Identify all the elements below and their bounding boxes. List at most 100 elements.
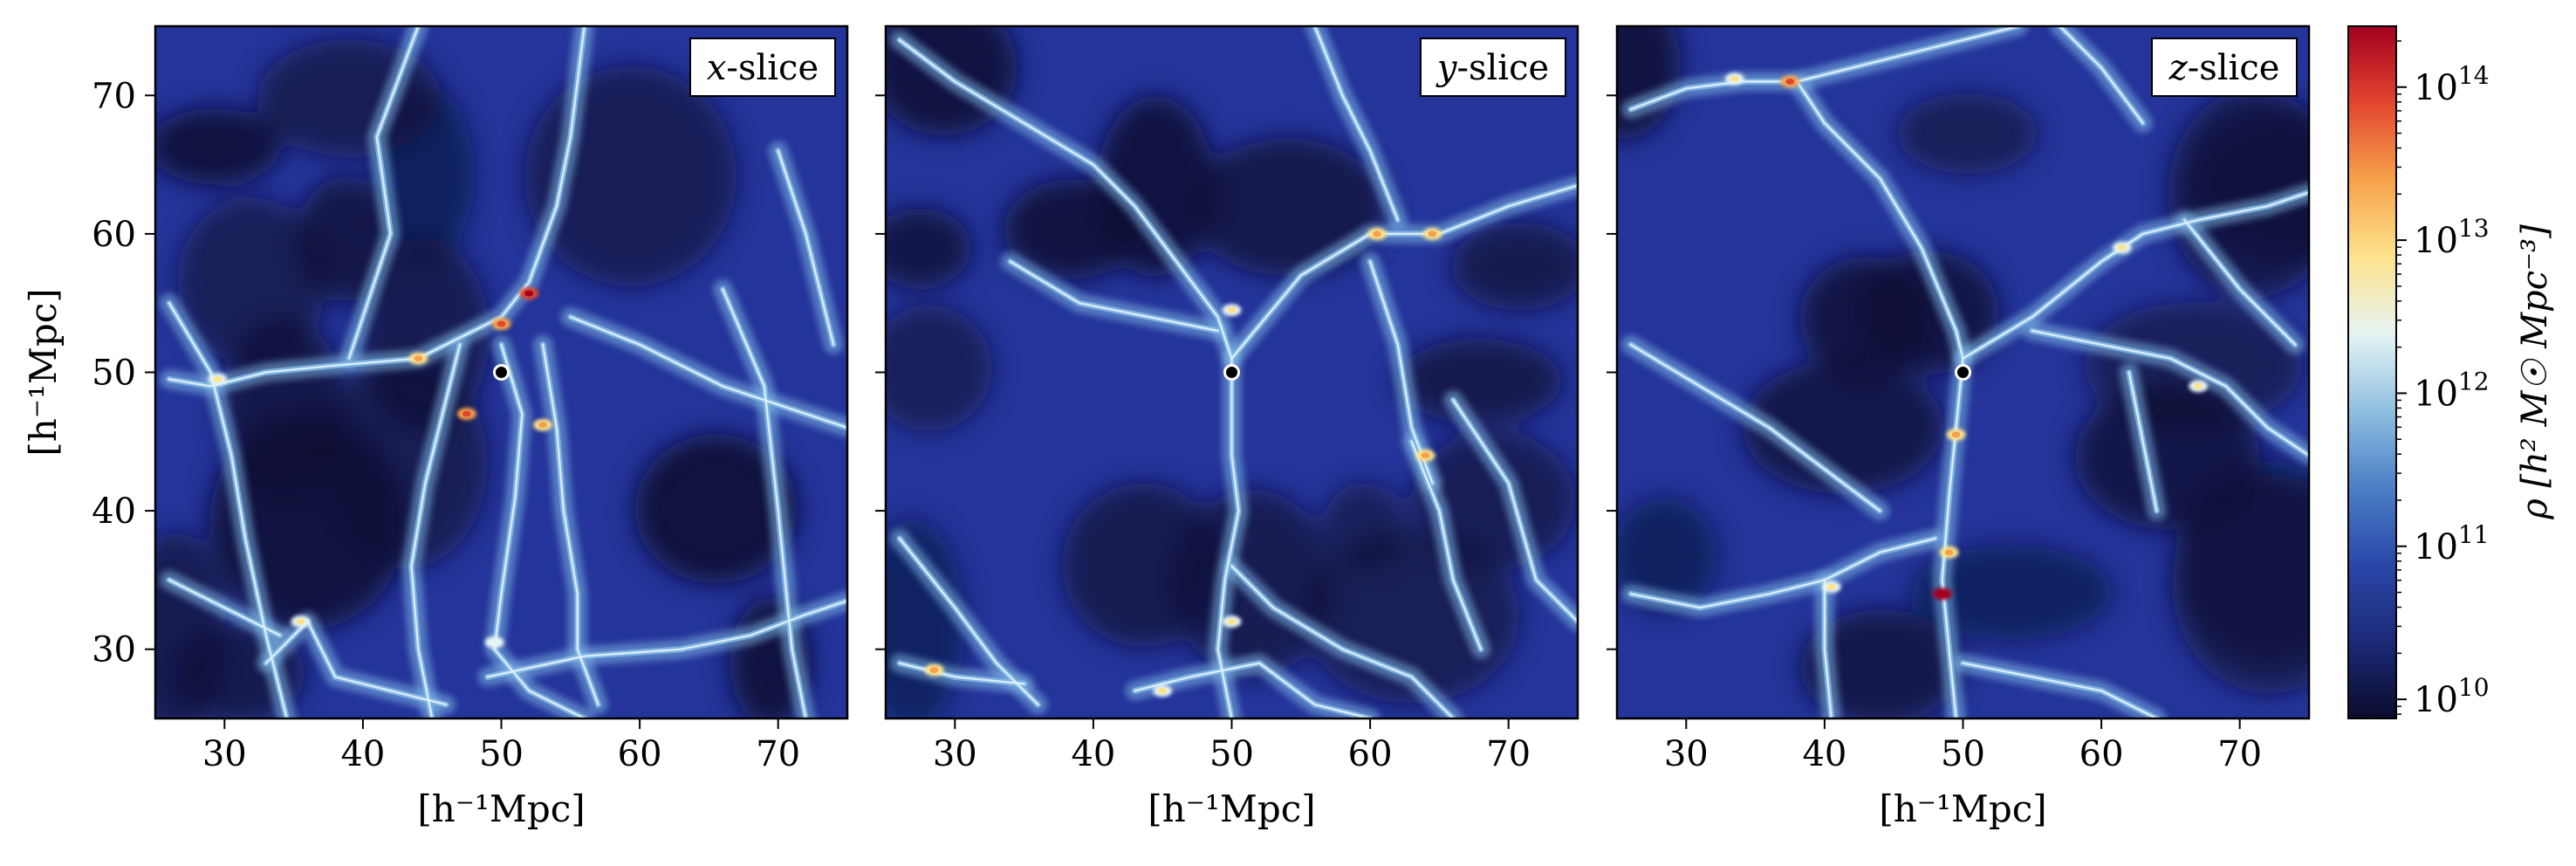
filament-core <box>569 315 847 430</box>
void-blob <box>1800 609 1962 718</box>
halo-core <box>1730 75 1739 82</box>
filament-core <box>1962 191 2309 360</box>
colorbar-tick-base: 10 <box>2414 680 2458 720</box>
halo-core <box>1421 452 1430 459</box>
void-blob <box>1743 361 1944 494</box>
panel-label-box <box>689 38 836 97</box>
filament-core <box>1629 343 1881 512</box>
void-blob <box>1911 545 2113 640</box>
filament-core <box>541 343 599 706</box>
filament-core <box>2031 329 2309 457</box>
void-blob <box>155 532 226 718</box>
center-marker <box>1223 364 1240 381</box>
center-marker <box>493 364 510 381</box>
halos <box>208 287 553 649</box>
filament-core <box>1009 260 1219 333</box>
panel-label: y-slice <box>1435 48 1549 88</box>
filament-core <box>1962 662 2158 718</box>
void-blob <box>1096 95 1215 277</box>
filament-core <box>1134 662 1372 718</box>
panel-label: x-slice <box>707 48 819 88</box>
filaments <box>896 26 1578 718</box>
y-tick-label: 30 <box>92 630 136 670</box>
x-tick-label: 30 <box>933 734 977 774</box>
void-blob <box>155 108 282 185</box>
x-tick-label: 40 <box>1802 734 1846 774</box>
colorbar-frame <box>2347 25 2397 719</box>
halo-core <box>1227 306 1237 313</box>
x-tick-label: 60 <box>618 734 662 774</box>
x-axis-label: [h⁻¹Mpc] <box>1148 787 1315 830</box>
colorbar-tick-base: 10 <box>2414 221 2458 261</box>
filaments <box>1627 26 2309 718</box>
colorbar-tick-exp: 11 <box>2458 520 2490 549</box>
colorbar-gradient <box>2348 26 2396 718</box>
panel-label-rest: -slice <box>1456 48 1549 88</box>
filament-core <box>722 288 807 718</box>
halo-core <box>538 422 548 429</box>
x-tick-label: 70 <box>2217 734 2262 774</box>
halo-core <box>1944 549 1954 556</box>
void-blob <box>1799 256 1931 381</box>
colorbar-tick-label: 1012 <box>2414 367 2490 414</box>
filament-core <box>1941 357 1964 718</box>
filament-core <box>898 662 1025 685</box>
filament-core <box>264 620 448 706</box>
void-blob <box>1189 138 1386 277</box>
void-blob <box>374 85 475 265</box>
panel-label-axis: x <box>707 48 727 88</box>
filament-core <box>1823 579 1833 718</box>
colorbar-tick-label: 1013 <box>2414 214 2490 261</box>
filament-core <box>168 26 586 388</box>
void-blob <box>1897 93 2038 175</box>
x-tick-label: 40 <box>340 734 385 774</box>
filament-core <box>486 599 847 678</box>
colorbar-tick-label: 1014 <box>2414 61 2490 108</box>
filament-core <box>898 38 1233 360</box>
panel-y: 30 40 50 60 70 [h⁻¹Mpc] y-slice <box>875 24 1579 830</box>
panel-label-axis: y <box>1435 48 1458 88</box>
halo-core <box>1373 230 1382 237</box>
halo-core <box>1937 590 1947 597</box>
x-tick-label: 50 <box>1209 734 1254 774</box>
x-tick-label: 50 <box>479 734 524 774</box>
halo-core <box>1158 687 1168 694</box>
filament-core <box>493 343 586 718</box>
filament-core <box>1313 26 1400 222</box>
panel-label-rest: -slice <box>2188 48 2280 88</box>
colorbar-tick-exp: 12 <box>2458 367 2490 395</box>
void-blob <box>1617 498 1718 614</box>
density-map <box>886 26 1578 718</box>
x-tick-label: 70 <box>1486 734 1531 774</box>
y-axis-label: [h⁻¹Mpc] <box>22 288 65 456</box>
filament-core <box>1795 26 2020 83</box>
halos <box>924 227 1442 698</box>
colorbar-tick-base: 10 <box>2414 374 2458 414</box>
colorbar-tick-label: 1010 <box>2414 673 2490 720</box>
filament-core <box>2183 218 2297 347</box>
colorbar-tick-exp: 14 <box>2458 61 2490 90</box>
filament-core <box>410 343 462 718</box>
halo-core <box>1951 431 1961 438</box>
filament-core <box>1629 537 1937 609</box>
center-marker <box>1955 364 1971 381</box>
filament-core <box>1452 398 1578 623</box>
filaments <box>166 26 847 718</box>
x-tick-label: 50 <box>1941 734 1985 774</box>
filament-core <box>2127 371 2158 512</box>
void-blob <box>2171 474 2309 694</box>
panel-label-rest: -slice <box>726 48 819 88</box>
y-tick-label: 40 <box>92 491 136 532</box>
halo-core <box>490 639 499 646</box>
filament-core <box>1216 357 1240 718</box>
halo-core <box>929 666 939 673</box>
x-tick-label: 30 <box>1664 734 1709 774</box>
x-tick-label: 30 <box>202 734 247 774</box>
halo-core <box>213 375 223 382</box>
x-axis-label: [h⁻¹Mpc] <box>417 787 585 830</box>
void-blob <box>886 208 971 288</box>
x-axis-label: [h⁻¹Mpc] <box>1879 787 2046 830</box>
filament-core <box>168 301 288 718</box>
